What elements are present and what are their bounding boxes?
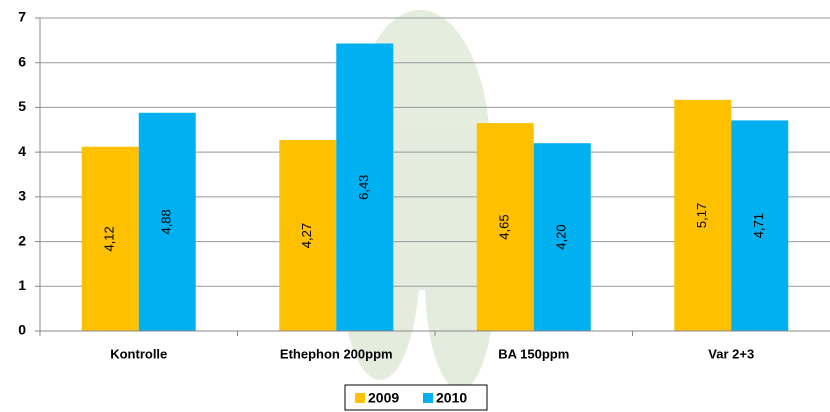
x-tick-label: Kontrolle (110, 346, 167, 361)
value-label: 6,43 (356, 175, 371, 200)
legend-swatch (355, 393, 365, 403)
legend-box (344, 384, 488, 411)
legend-label: 2010 (436, 390, 467, 406)
bar (533, 143, 591, 331)
value-label: 4,65 (497, 214, 512, 239)
x-tick-label: Var 2+3 (708, 346, 754, 361)
legend-swatch (423, 393, 433, 403)
value-label: 5,17 (694, 203, 709, 228)
y-tick-label: 3 (18, 188, 26, 204)
bar (731, 120, 789, 331)
bar (336, 43, 394, 331)
x-tick-label: Ethephon 200ppm (280, 346, 393, 361)
bar (279, 140, 337, 331)
bar (138, 112, 196, 332)
x-tick-label: BA 150ppm (498, 346, 569, 361)
y-tick-label: 4 (18, 143, 26, 159)
value-label: 4,27 (299, 223, 314, 248)
y-tick-label: 0 (18, 322, 26, 338)
y-tick-label: 1 (18, 277, 26, 293)
legend-label: 2009 (368, 390, 399, 406)
bar (81, 146, 139, 331)
bar (674, 99, 732, 331)
value-label: 4,88 (159, 209, 174, 234)
value-label: 4,71 (751, 213, 766, 238)
y-tick-label: 5 (18, 98, 26, 114)
y-tick-label: 7 (18, 9, 26, 25)
bar (476, 123, 534, 331)
y-tick-label: 6 (18, 53, 26, 69)
y-tick-label: 2 (18, 232, 26, 248)
value-label: 4,20 (554, 224, 569, 249)
value-label: 4,12 (102, 226, 117, 251)
